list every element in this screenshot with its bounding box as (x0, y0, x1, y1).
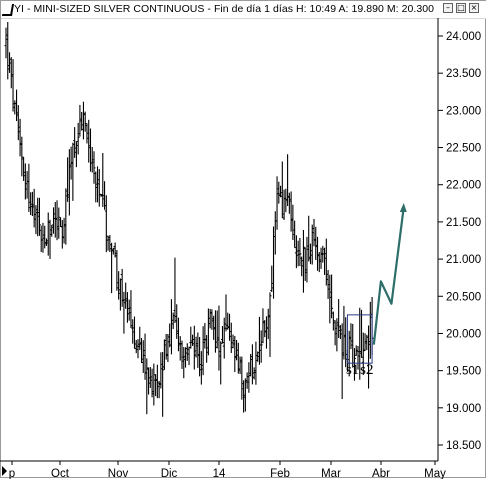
projection-arrowhead (399, 203, 407, 213)
y-tick-label: 24.000 (446, 31, 481, 43)
x-tick-label: Dic (161, 468, 178, 479)
y-tick-label: 19.500 (446, 366, 481, 378)
y-tick-label: 22.500 (446, 143, 481, 155)
y-tick-label: 23.500 (446, 68, 481, 80)
projection-group (372, 203, 407, 345)
y-tick-label: 20.500 (446, 291, 481, 303)
y-tick-label: 23.000 (446, 105, 481, 117)
y-tick-label: 21.500 (446, 217, 481, 229)
close-button[interactable]: × (469, 3, 479, 13)
annotations: s1 s2 (346, 362, 373, 378)
axes: 24.000 23.500 23.000 22.500 22.000 21.500 21.0… (0, 18, 481, 479)
x-tick-label: Abr (372, 468, 390, 479)
y-tick-label: 20.000 (446, 328, 481, 340)
projection-line (372, 206, 405, 345)
maximize-button[interactable]: □ (456, 3, 466, 13)
y-tick-label: 21.000 (446, 254, 481, 266)
consolidation-box (346, 314, 373, 364)
minimize-button[interactable]: – (443, 3, 453, 13)
annotation-label: s2 (360, 362, 373, 378)
y-tick-label: 18.500 (446, 440, 481, 452)
y-tick-label: 19.000 (446, 403, 481, 415)
x-tick-label: Oct (51, 468, 70, 479)
y-tick-label: 22.000 (446, 180, 481, 192)
x-tick-label: Mar (321, 468, 341, 479)
price-bars (4, 21, 374, 417)
title-bar: YI - MINI-SIZED SILVER CONTINUOUS - Fin … (1, 1, 486, 19)
consolidation-box-group (346, 314, 373, 364)
x-tick-label: p (9, 468, 15, 479)
x-tick-label: Nov (108, 468, 129, 479)
x-tick-label: May (424, 468, 446, 479)
window-title: YI - MINI-SIZED SILVER CONTINUOUS - Fin … (14, 3, 434, 15)
annotation-label: s1 (346, 362, 359, 378)
x-tick-label: 14 (213, 468, 226, 479)
scroll-left-marker[interactable] (2, 466, 7, 476)
x-tick-label: Feb (270, 468, 290, 479)
